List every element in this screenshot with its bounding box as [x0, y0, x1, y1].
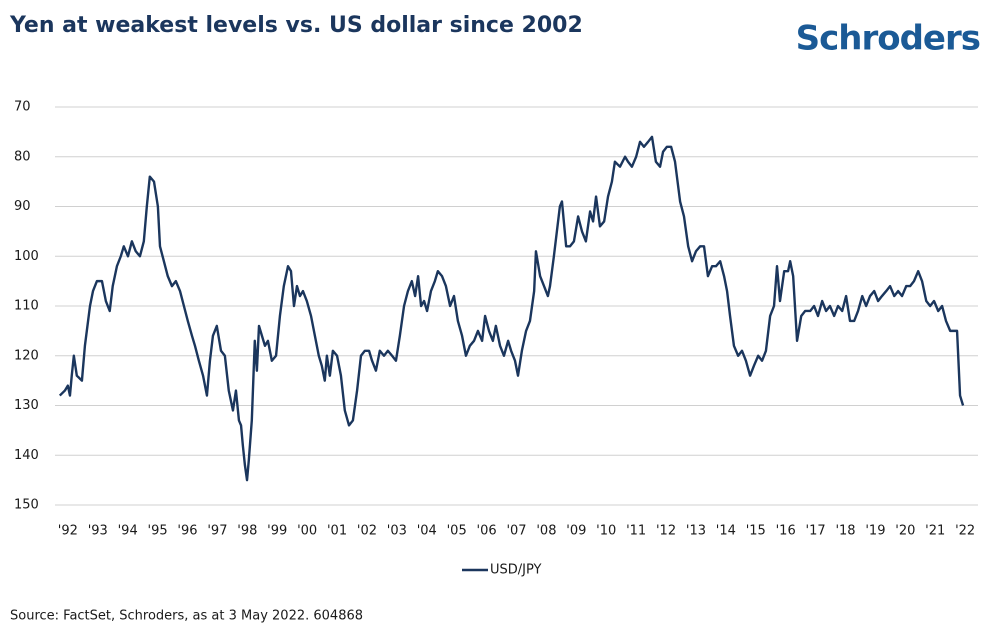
x-tick-label: '22 — [955, 524, 975, 539]
x-tick-label: '01 — [327, 524, 347, 539]
x-tick-label: '92 — [58, 524, 78, 539]
x-tick-label: '02 — [357, 524, 377, 539]
y-tick-label: 70 — [14, 100, 31, 115]
x-tick-label: '96 — [177, 524, 197, 539]
x-tick-label: '14 — [716, 524, 736, 539]
x-tick-label: '03 — [387, 524, 407, 539]
y-tick-label: 100 — [14, 249, 39, 264]
y-tick-label: 110 — [14, 299, 39, 314]
x-tick-label: '13 — [686, 524, 706, 539]
source-note: Source: FactSet, Schroders, as at 3 May … — [10, 609, 363, 624]
data-line — [58, 135, 965, 482]
y-tick-label: 80 — [14, 149, 31, 164]
x-tick-label: '04 — [417, 524, 437, 539]
x-tick-label: '07 — [506, 524, 526, 539]
y-tick-label: 120 — [14, 348, 39, 363]
x-tick-label: '98 — [237, 524, 257, 539]
y-tick-label: 130 — [14, 398, 39, 413]
x-tick-label: '97 — [207, 524, 227, 539]
logo: Schroders — [796, 19, 980, 59]
legend-label: USD/JPY — [490, 563, 542, 578]
x-tick-label: '11 — [626, 524, 646, 539]
x-tick-label: '10 — [596, 524, 616, 539]
x-tick-label: '21 — [925, 524, 945, 539]
x-tick-label: '09 — [566, 524, 586, 539]
y-tick-label: 90 — [14, 199, 31, 214]
x-tick-label: '95 — [148, 524, 168, 539]
x-tick-label: '00 — [297, 524, 317, 539]
y-tick-label: 140 — [14, 448, 39, 463]
x-tick-label: '16 — [776, 524, 796, 539]
x-tick-label: '12 — [656, 524, 676, 539]
x-tick-label: '20 — [895, 524, 915, 539]
x-tick-label: '99 — [267, 524, 287, 539]
x-tick-label: '06 — [477, 524, 497, 539]
x-tick-label: '93 — [88, 524, 108, 539]
x-tick-label: '17 — [806, 524, 826, 539]
x-tick-label: '08 — [536, 524, 556, 539]
x-tick-label: '19 — [865, 524, 885, 539]
chart-title: Yen at weakest levels vs. US dollar sinc… — [9, 13, 583, 38]
x-tick-label: '05 — [447, 524, 467, 539]
x-tick-label: '15 — [746, 524, 766, 539]
x-tick-label: '18 — [835, 524, 855, 539]
y-tick-label: 150 — [14, 498, 39, 513]
x-tick-label: '94 — [118, 524, 138, 539]
